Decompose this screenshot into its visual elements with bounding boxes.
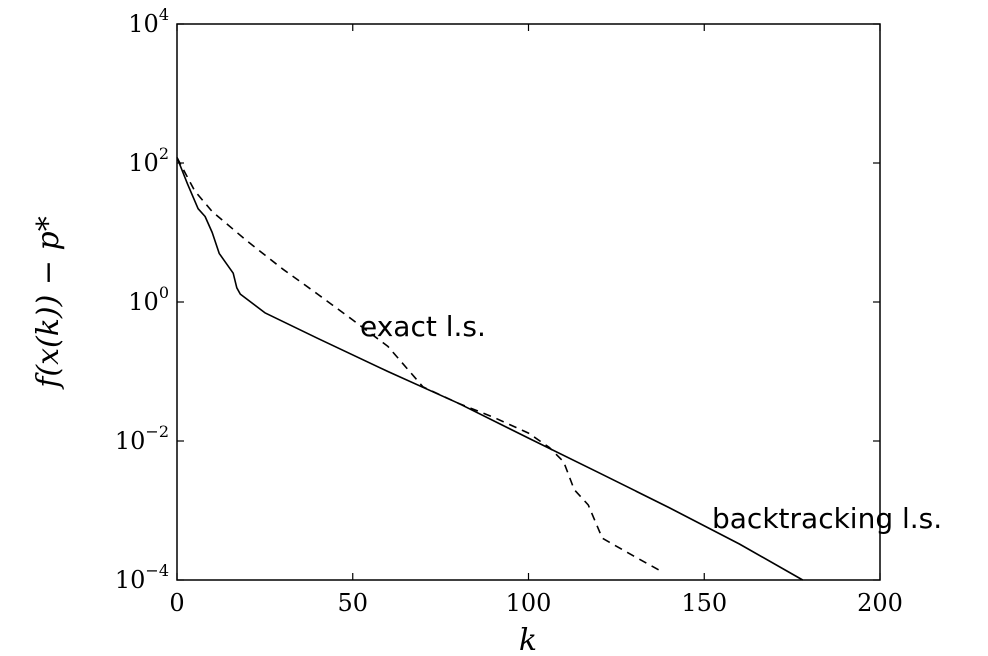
annotation-exact-ls: exact l.s. [360, 310, 486, 343]
x-tick-label: 100 [506, 589, 552, 617]
plot-frame [176, 23, 881, 581]
x-tick-label: 200 [857, 589, 903, 617]
annotation-backtracking-ls: backtracking l.s. [712, 502, 942, 535]
x-tick-label: 0 [169, 589, 184, 617]
y-tick-label: 10−2 [115, 422, 169, 455]
y-axis-label: f(x(k)) − p* [31, 216, 66, 389]
y-tick-label: 104 [128, 5, 169, 38]
y-tick-label: 102 [128, 144, 169, 177]
x-tick-label: 150 [681, 589, 727, 617]
series-layer [176, 157, 804, 581]
y-axis-label-text: f(x(k)) − p* [31, 216, 66, 389]
x-tick-label: 50 [337, 589, 368, 617]
x-axis-label: k [519, 623, 537, 656]
series-line-exact-ls [176, 157, 659, 571]
ticks-layer: 0 50 100 150 200 104 102 100 10−2 10−4 [115, 5, 903, 617]
y-tick-label: 100 [128, 283, 169, 316]
y-tick-label: 10−4 [115, 561, 169, 594]
series-line-backtracking-ls [176, 157, 804, 581]
